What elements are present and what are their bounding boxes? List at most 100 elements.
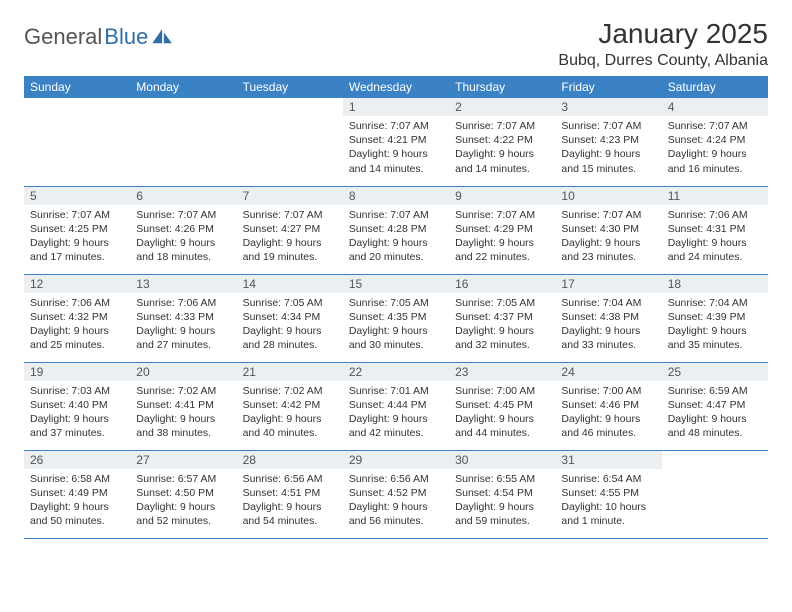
- day-details: Sunrise: 7:07 AMSunset: 4:26 PMDaylight:…: [130, 205, 236, 269]
- sunrise: Sunrise: 7:05 AM: [455, 296, 549, 310]
- sunset: Sunset: 4:32 PM: [30, 310, 124, 324]
- weekday-header: Wednesday: [343, 76, 449, 98]
- calendar-day: 4Sunrise: 7:07 AMSunset: 4:24 PMDaylight…: [662, 98, 768, 186]
- calendar-day-empty: [662, 450, 768, 538]
- day-number: 2: [449, 98, 555, 116]
- calendar-day: 26Sunrise: 6:58 AMSunset: 4:49 PMDayligh…: [24, 450, 130, 538]
- sunrise: Sunrise: 7:07 AM: [349, 208, 443, 222]
- day-number: 26: [24, 451, 130, 469]
- sunrise: Sunrise: 7:04 AM: [668, 296, 762, 310]
- sunrise: Sunrise: 7:07 AM: [30, 208, 124, 222]
- day-number: 4: [662, 98, 768, 116]
- day-number: 28: [237, 451, 343, 469]
- day-number: 16: [449, 275, 555, 293]
- daylight-line2: and 35 minutes.: [668, 338, 762, 352]
- sail-icon: [152, 29, 174, 45]
- sunrise: Sunrise: 7:06 AM: [136, 296, 230, 310]
- calendar-day: 29Sunrise: 6:56 AMSunset: 4:52 PMDayligh…: [343, 450, 449, 538]
- sunrise: Sunrise: 6:59 AM: [668, 384, 762, 398]
- daylight-line1: Daylight: 9 hours: [455, 412, 549, 426]
- weekday-header: Friday: [555, 76, 661, 98]
- sunrise: Sunrise: 7:07 AM: [455, 119, 549, 133]
- day-details: Sunrise: 6:56 AMSunset: 4:51 PMDaylight:…: [237, 469, 343, 533]
- daylight-line1: Daylight: 9 hours: [30, 236, 124, 250]
- daylight-line1: Daylight: 9 hours: [455, 324, 549, 338]
- day-details: Sunrise: 6:59 AMSunset: 4:47 PMDaylight:…: [662, 381, 768, 445]
- day-number: 27: [130, 451, 236, 469]
- sunset: Sunset: 4:35 PM: [349, 310, 443, 324]
- sunset: Sunset: 4:41 PM: [136, 398, 230, 412]
- weekday-header: Tuesday: [237, 76, 343, 98]
- sunrise: Sunrise: 7:07 AM: [243, 208, 337, 222]
- daylight-line2: and 30 minutes.: [349, 338, 443, 352]
- day-details: Sunrise: 6:58 AMSunset: 4:49 PMDaylight:…: [24, 469, 130, 533]
- daylight-line2: and 23 minutes.: [561, 250, 655, 264]
- calendar-day: 9Sunrise: 7:07 AMSunset: 4:29 PMDaylight…: [449, 186, 555, 274]
- daylight-line1: Daylight: 9 hours: [349, 500, 443, 514]
- calendar-day: 20Sunrise: 7:02 AMSunset: 4:41 PMDayligh…: [130, 362, 236, 450]
- calendar-week: 12Sunrise: 7:06 AMSunset: 4:32 PMDayligh…: [24, 274, 768, 362]
- sunset: Sunset: 4:37 PM: [455, 310, 549, 324]
- sunrise: Sunrise: 7:07 AM: [455, 208, 549, 222]
- sunset: Sunset: 4:38 PM: [561, 310, 655, 324]
- calendar-table: SundayMondayTuesdayWednesdayThursdayFrid…: [24, 76, 768, 539]
- sunset: Sunset: 4:52 PM: [349, 486, 443, 500]
- day-details: Sunrise: 7:02 AMSunset: 4:41 PMDaylight:…: [130, 381, 236, 445]
- daylight-line2: and 32 minutes.: [455, 338, 549, 352]
- sunset: Sunset: 4:26 PM: [136, 222, 230, 236]
- sunset: Sunset: 4:49 PM: [30, 486, 124, 500]
- header: General Blue January 2025 Bubq, Durres C…: [24, 18, 768, 70]
- calendar-head: SundayMondayTuesdayWednesdayThursdayFrid…: [24, 76, 768, 98]
- calendar-body: 1Sunrise: 7:07 AMSunset: 4:21 PMDaylight…: [24, 98, 768, 538]
- daylight-line1: Daylight: 9 hours: [668, 324, 762, 338]
- day-number: 7: [237, 187, 343, 205]
- sunset: Sunset: 4:25 PM: [30, 222, 124, 236]
- day-number: 22: [343, 363, 449, 381]
- daylight-line2: and 18 minutes.: [136, 250, 230, 264]
- daylight-line2: and 37 minutes.: [30, 426, 124, 440]
- calendar-day: 30Sunrise: 6:55 AMSunset: 4:54 PMDayligh…: [449, 450, 555, 538]
- day-details: Sunrise: 7:07 AMSunset: 4:23 PMDaylight:…: [555, 116, 661, 180]
- daylight-line2: and 38 minutes.: [136, 426, 230, 440]
- calendar-day: 14Sunrise: 7:05 AMSunset: 4:34 PMDayligh…: [237, 274, 343, 362]
- daylight-line1: Daylight: 9 hours: [349, 412, 443, 426]
- sunrise: Sunrise: 7:06 AM: [30, 296, 124, 310]
- calendar-week: 26Sunrise: 6:58 AMSunset: 4:49 PMDayligh…: [24, 450, 768, 538]
- daylight-line2: and 22 minutes.: [455, 250, 549, 264]
- daylight-line1: Daylight: 9 hours: [243, 236, 337, 250]
- day-number: 12: [24, 275, 130, 293]
- day-details: Sunrise: 7:05 AMSunset: 4:35 PMDaylight:…: [343, 293, 449, 357]
- calendar-day: 12Sunrise: 7:06 AMSunset: 4:32 PMDayligh…: [24, 274, 130, 362]
- daylight-line1: Daylight: 9 hours: [455, 500, 549, 514]
- sunrise: Sunrise: 6:56 AM: [349, 472, 443, 486]
- daylight-line2: and 28 minutes.: [243, 338, 337, 352]
- sunset: Sunset: 4:28 PM: [349, 222, 443, 236]
- sunset: Sunset: 4:29 PM: [455, 222, 549, 236]
- day-details: Sunrise: 7:00 AMSunset: 4:46 PMDaylight:…: [555, 381, 661, 445]
- daylight-line2: and 40 minutes.: [243, 426, 337, 440]
- sunset: Sunset: 4:24 PM: [668, 133, 762, 147]
- day-number: 5: [24, 187, 130, 205]
- daylight-line2: and 17 minutes.: [30, 250, 124, 264]
- sunset: Sunset: 4:31 PM: [668, 222, 762, 236]
- daylight-line2: and 27 minutes.: [136, 338, 230, 352]
- calendar-day: 25Sunrise: 6:59 AMSunset: 4:47 PMDayligh…: [662, 362, 768, 450]
- sunset: Sunset: 4:33 PM: [136, 310, 230, 324]
- calendar-day: 27Sunrise: 6:57 AMSunset: 4:50 PMDayligh…: [130, 450, 236, 538]
- daylight-line2: and 19 minutes.: [243, 250, 337, 264]
- daylight-line2: and 59 minutes.: [455, 514, 549, 528]
- calendar-day: 5 Sunrise: 7:07 AMSunset: 4:25 PMDaylight…: [24, 186, 130, 274]
- day-number: 1: [343, 98, 449, 116]
- weekday-header: Thursday: [449, 76, 555, 98]
- day-details: Sunrise: 7:03 AMSunset: 4:40 PMDaylight:…: [24, 381, 130, 445]
- daylight-line2: and 44 minutes.: [455, 426, 549, 440]
- daylight-line2: and 1 minute.: [561, 514, 655, 528]
- title-block: January 2025 Bubq, Durres County, Albani…: [558, 18, 768, 70]
- daylight-line1: Daylight: 9 hours: [455, 236, 549, 250]
- daylight-line2: and 14 minutes.: [349, 162, 443, 176]
- sunrise: Sunrise: 7:04 AM: [561, 296, 655, 310]
- calendar-week: 5Sunrise: 7:07 AMSunset: 4:25 PMDaylight…: [24, 186, 768, 274]
- daylight-line2: and 54 minutes.: [243, 514, 337, 528]
- weekday-header: Sunday: [24, 76, 130, 98]
- daylight-line2: and 14 minutes.: [455, 162, 549, 176]
